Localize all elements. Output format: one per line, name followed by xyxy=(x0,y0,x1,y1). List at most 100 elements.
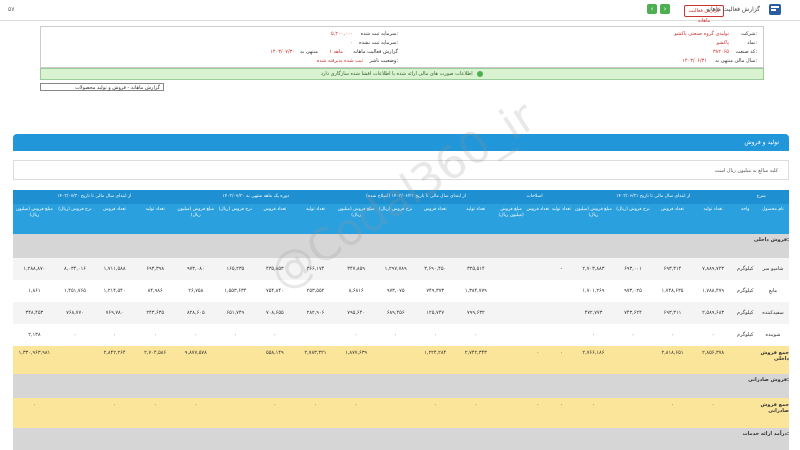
report-label: گزارش فعالیت ماهانه xyxy=(353,49,398,55)
table-cell: ۶۵۱,۷۴۹ xyxy=(226,310,245,316)
table-cell: ۷۰۸,۶۵۵ xyxy=(266,310,284,316)
total-cell: ۰ xyxy=(33,402,36,408)
total-cell: ۱,۲۲۴,۲۸۴ xyxy=(424,350,447,356)
table-cell: ۲۶,۷۵۸ xyxy=(188,288,204,294)
unreg-capital-label: سرمایه ثبت نشده: xyxy=(359,40,398,46)
total-cell: ۰ xyxy=(560,402,563,408)
total-cell: ۰ xyxy=(536,350,540,356)
table-cell: - xyxy=(560,266,563,272)
total-cell: ۱,۸۷۷,۶۳۹ xyxy=(345,350,368,356)
table-cell: سفیدکننده xyxy=(762,310,784,316)
total-cell: ۰ xyxy=(711,402,715,408)
total-export-row: جمع فروش صادراتی ۰ ۰ ۰ ۰ ۰ ۰ ۰ ۰ ۰ ۰ ۰ ۰ ۰ ۰ xyxy=(13,398,789,428)
table-column-header: نرخ فروش (ریال) xyxy=(378,207,413,212)
table-cell: ۷۴۳,۶۲۴ xyxy=(624,310,642,316)
total-cell: ۰ xyxy=(273,402,277,408)
ending-value: ۱۴۰۳/۰۷/۳۰ xyxy=(270,49,295,55)
total-cell: ۰ xyxy=(536,402,540,408)
table-column-header: مبلغ فروش (میلیون ریال) xyxy=(575,207,612,218)
next-arrow-button[interactable]: › xyxy=(660,4,670,14)
table-column-header: تعداد فروش xyxy=(103,207,126,212)
report-button[interactable]: گزارش فعالیت ماهانه xyxy=(684,5,724,24)
table-column-header: تعداد فروش xyxy=(263,207,287,212)
table-column-header-row: نام محصول واحد تعداد تولید تعداد فروش نرخ فر… xyxy=(13,204,789,234)
table-cell: ۷۶۹,۷۸۰ xyxy=(105,310,124,316)
units-note: کلیه مبالغ به میلیون ریال است xyxy=(13,160,789,180)
total-cell: ۲,۸۱۸,۶۵۱ xyxy=(661,350,684,356)
total-cell: ۰ xyxy=(153,402,157,408)
group-domestic-row: فروش داخلی: xyxy=(13,234,789,258)
info-icon xyxy=(477,70,484,77)
table-cell: ۱,۷۸۸,۴۷۹ xyxy=(702,288,725,294)
table-cell: ۲۵۳,۵۵۲ xyxy=(306,288,325,294)
table-group-header-row: شرح از ابتدای سال مالی تا تاریخ ۱۴۰۳/۰۶/۳… xyxy=(13,190,789,204)
table-column-header: تعداد تولید xyxy=(145,207,165,212)
table-cell: ۳۲۵,۵۱۴ xyxy=(466,266,485,272)
table-cell: ۷۵۴,۸۴۰ xyxy=(266,288,284,294)
company-label: شرکت: xyxy=(741,31,757,37)
total-cell: جمع فروش صادراتی xyxy=(760,402,789,414)
table-column-header: تعداد فروش xyxy=(423,207,447,212)
table-cell: ۳,۶۹۰,۴۵۰ xyxy=(424,266,447,272)
table-cell: ۱,۲۹۷,۷۸۹ xyxy=(384,266,407,272)
table-column-header: تعداد فروش xyxy=(661,207,684,212)
table-column-header: نرخ فروش (ریال) xyxy=(616,207,650,212)
total-cell: جمع فروش داخلی xyxy=(760,350,789,362)
table-cell: ۹۷۳,۰۷۵ xyxy=(386,288,405,294)
company-info-panel: شرکت: تولیدی گروه صنعتی پاکشو نماد: پاکش… xyxy=(40,26,764,68)
table-row: شامپو سر کیلوگرم ۷,۸۸۹,۷۲۳ ۶۹۳,۳۱۴ ۶۹۳,۰۰۱ ۲,… xyxy=(13,258,789,281)
table-cell: ۲,۱۳۸ xyxy=(28,332,41,338)
table-cell: ۴۷۲,۷۷۳ xyxy=(584,310,603,316)
status-value: ثبت شده پذیرفته شده xyxy=(316,58,363,64)
symbol-value: پاکشو xyxy=(716,40,729,46)
table-cell: ۳۶۶,۱۷۴ xyxy=(306,266,325,272)
page-title: گزارش فعالیت ماهانه xyxy=(706,6,760,13)
code-label: کد صنعت: xyxy=(735,49,757,55)
table-cell: ۲۴۳,۶۳۵ xyxy=(146,310,165,316)
production-sales-table: شرح از ابتدای سال مالی تا تاریخ ۱۴۰۳/۰۶/۳… xyxy=(13,190,789,450)
table-cell: ۷۶۸,۷۷۰ xyxy=(66,310,84,316)
table-cell: ۰ xyxy=(394,332,398,338)
panel-title[interactable]: تولید و فروش xyxy=(13,134,789,151)
top-bar: ۵۷ ‹ › گزارش فعالیت ماهانه گزارش فعالیت … xyxy=(0,0,800,24)
group-services-row-label: درآمد ارائه خدمات: xyxy=(742,431,789,437)
table-cell: ۸۴,۹۸۶ xyxy=(147,288,163,294)
group-export-row-label: فروش صادراتی: xyxy=(748,377,789,383)
table-cell: ۳۴۷,۸۵۹ xyxy=(347,266,365,272)
company-value: تولیدی گروه صنعتی پاکشو xyxy=(674,31,729,37)
table-column-header: تعداد تولید xyxy=(551,207,571,212)
code-value: ۳۸۲۰۶۵ xyxy=(712,49,729,55)
table-cell: ۰ xyxy=(671,332,674,338)
table-cell: ۱,۳۸۴,۷۷۹ xyxy=(464,288,487,294)
total-cell: ۰ xyxy=(433,402,437,408)
table-cell: ۹۷۳,۰۸۰ xyxy=(186,266,205,272)
table-cell: ۳۴۸,۴۵۳ xyxy=(25,310,44,316)
table-column-header: مبلغ فروش (میلیون ریال) xyxy=(498,207,524,218)
table-cell: کیلوگرم xyxy=(737,332,754,338)
total-cell: ۲,۷۶۶,۱۸۶ xyxy=(582,350,605,356)
total-cell: ۰ xyxy=(194,402,198,408)
table-cell: ۰ xyxy=(73,332,77,338)
table-column-header: تعداد فروش xyxy=(526,207,550,212)
prev-arrow-button[interactable]: ‹ xyxy=(647,4,657,14)
table-cell: ۰ xyxy=(234,332,237,338)
period-value: ۱۴۰۳/۰۶/۳۱ xyxy=(682,58,707,64)
table-cell: ۱,۴۵۱,۷۶۵ xyxy=(64,288,86,294)
ending-label: منتهی به xyxy=(300,49,318,55)
table-cell: ۱,۷۰۱,۲۶۹ xyxy=(582,288,605,294)
table-cell: ۰ xyxy=(433,332,437,338)
total-cell: ۰ xyxy=(354,402,358,408)
table-cell: ۶۹۳,۰۰۱ xyxy=(624,266,642,272)
table-cell: ۱۶۵,۲۳۵ xyxy=(226,266,245,272)
report-type-select[interactable]: گزارش ماهانه - فروش و تولید محصولات xyxy=(40,83,164,91)
table-column-header: واحد xyxy=(740,207,750,212)
table-cell: ۰ xyxy=(113,332,116,338)
table-cell: ۲۸۲,۹۰۶ xyxy=(306,310,325,316)
table-cell: ۶۹۳,۳۱۱ xyxy=(663,310,682,316)
table-cell: کیلوگرم xyxy=(737,288,754,294)
table-cell: ۱,۷۴۸,۶۳۵ xyxy=(661,288,684,294)
table-cell: ۸,۰۳۴,۰۱۶ xyxy=(64,266,86,272)
table-cell: ۱,۵۵۳,۶۳۴ xyxy=(224,288,247,294)
table-column-header: تعداد تولید xyxy=(466,207,486,212)
table-cell: ۲,۷۰۳,۸۸۳ xyxy=(582,266,605,272)
